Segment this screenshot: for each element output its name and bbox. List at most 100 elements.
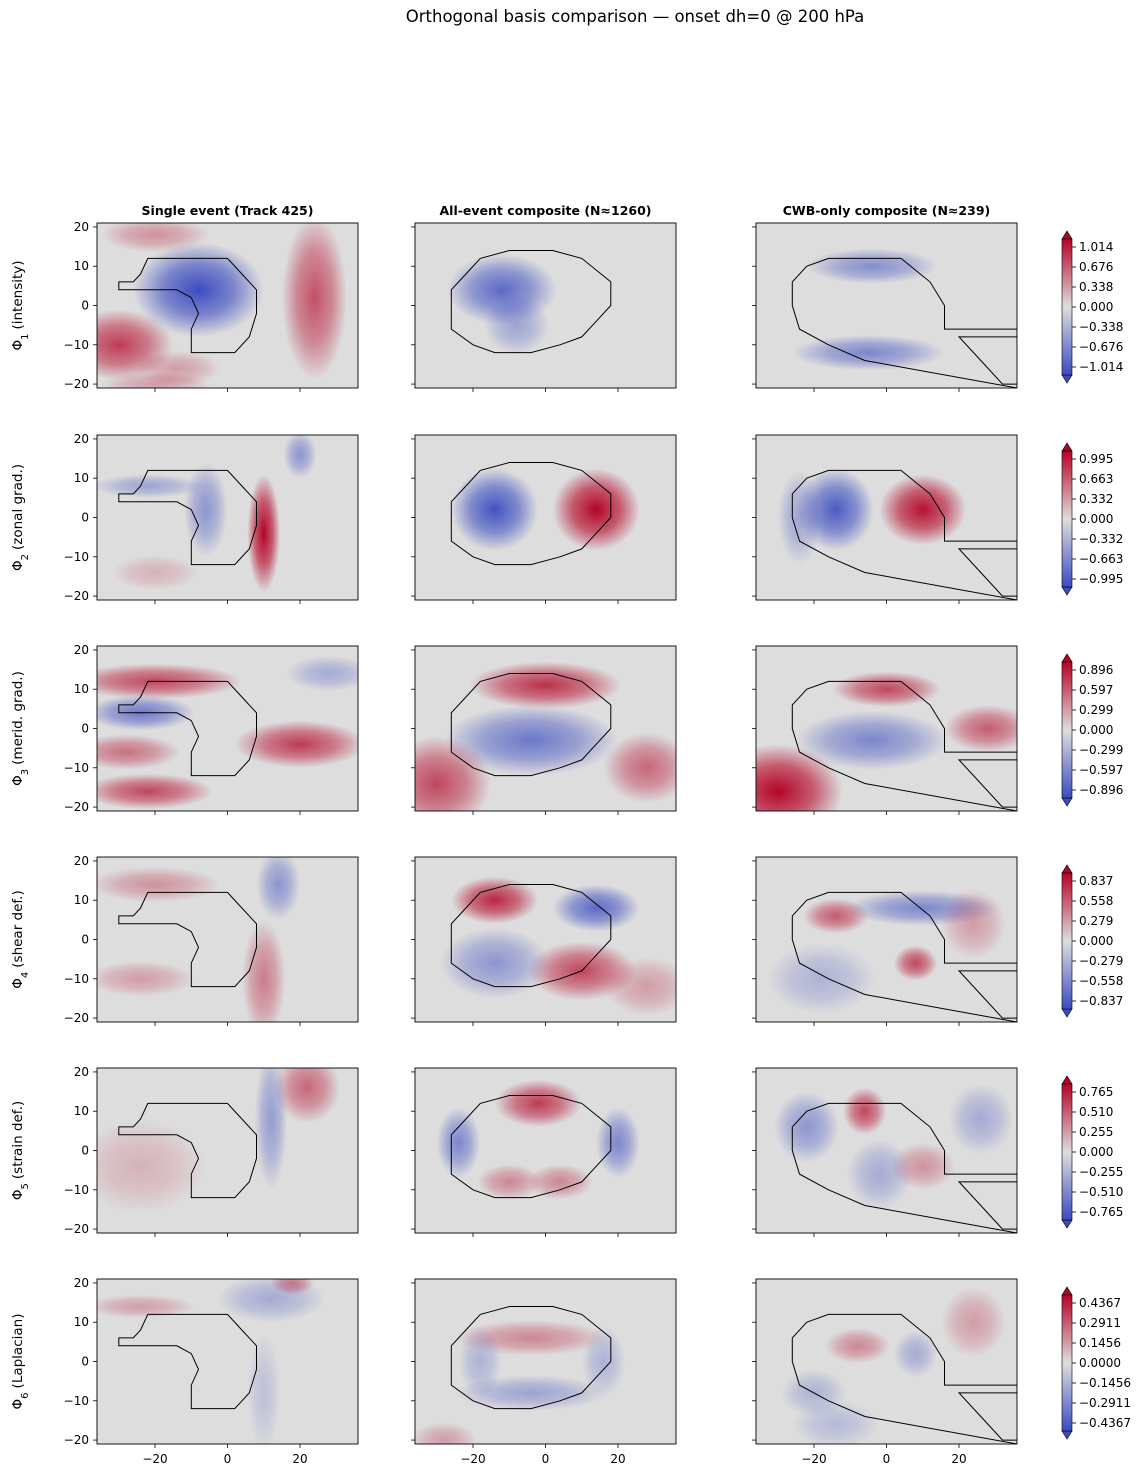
colorbar-tick-label: 0.000 bbox=[1079, 512, 1113, 526]
y-tick-label: −20 bbox=[64, 1222, 89, 1236]
field-feature bbox=[483, 295, 550, 355]
region-contour bbox=[450, 250, 612, 354]
y-tick-label: −20 bbox=[64, 1011, 89, 1025]
row-label-name: (zonal grad.) bbox=[10, 464, 26, 550]
y-tick-label: −20 bbox=[64, 589, 89, 603]
colorbar-tick-label: 0.4367 bbox=[1079, 1296, 1121, 1310]
panel-field bbox=[436, 1079, 640, 1200]
row-label-subscript: 1 bbox=[20, 334, 31, 340]
region-contour bbox=[450, 462, 612, 566]
colorbar-extend-top bbox=[1061, 442, 1073, 452]
panel-r2-c1: 20 10 0 −10 −20 bbox=[64, 432, 359, 604]
y-tick-label: 10 bbox=[74, 471, 89, 485]
colorbar-extend-top bbox=[1061, 653, 1073, 663]
panel-r1-c3 bbox=[752, 222, 1018, 392]
panel-r2-c3 bbox=[752, 434, 1018, 604]
y-tick-label: 10 bbox=[74, 259, 89, 273]
field-feature bbox=[247, 1334, 281, 1444]
field-feature bbox=[100, 223, 210, 253]
field-feature bbox=[271, 1279, 315, 1295]
field-feature bbox=[256, 857, 300, 920]
region-contour bbox=[118, 469, 257, 566]
colorbar-tick-label: 0.255 bbox=[1079, 1125, 1113, 1139]
field-feature bbox=[756, 744, 843, 811]
colorbar-extend-top bbox=[1061, 864, 1073, 874]
field-feature bbox=[603, 732, 676, 804]
field-feature bbox=[832, 671, 941, 707]
colorbar-tick-label: −0.837 bbox=[1079, 994, 1123, 1008]
colorbar-tick-label: 0.332 bbox=[1079, 492, 1113, 506]
field-feature bbox=[444, 704, 618, 776]
field-feature bbox=[824, 1328, 891, 1364]
row-label-6: Φ6 (Laplacian) bbox=[10, 1314, 31, 1410]
row-label-name: (shear def.) bbox=[10, 890, 26, 967]
colorbar-extend-bottom bbox=[1061, 1430, 1073, 1440]
field-feature bbox=[527, 1164, 593, 1200]
x-tick-label: 0 bbox=[883, 1452, 891, 1466]
colorbar-tick-label: −0.510 bbox=[1079, 1185, 1123, 1199]
row-label-symbol: Φ bbox=[10, 560, 26, 571]
colorbar-tick-label: −0.597 bbox=[1079, 763, 1123, 777]
colorbar-tick-label: 0.299 bbox=[1079, 703, 1113, 717]
field-feature bbox=[254, 1068, 288, 1190]
colorbar-tick-label: 0.995 bbox=[1079, 452, 1113, 466]
y-tick-label: 0 bbox=[81, 511, 89, 525]
panel-field bbox=[791, 248, 1017, 388]
field-feature bbox=[846, 1138, 912, 1210]
region-contour bbox=[791, 891, 1017, 1022]
region-contour bbox=[791, 257, 1017, 388]
colorbar-extend-top bbox=[1061, 1075, 1073, 1085]
colorbar-tick-label: −0.676 bbox=[1079, 340, 1123, 354]
y-tick-label: 10 bbox=[74, 1104, 89, 1118]
colorbar-extend-bottom bbox=[1061, 1219, 1073, 1229]
x-tick-label: 20 bbox=[610, 1452, 625, 1466]
field-feature bbox=[940, 888, 1007, 960]
panel-r6-c2: −20 0 20 bbox=[411, 1278, 677, 1466]
panel-field bbox=[97, 435, 317, 593]
row-label-2: Φ2 (zonal grad.) bbox=[10, 464, 31, 571]
column-title-3: CWB-only composite (N≈239) bbox=[783, 203, 991, 218]
y-tick-label: 10 bbox=[74, 893, 89, 907]
field-feature bbox=[274, 1068, 340, 1123]
region-contour bbox=[450, 673, 612, 777]
colorbar-tick-label: −0.279 bbox=[1079, 954, 1123, 968]
field-feature bbox=[415, 1422, 477, 1444]
colorbar-tick-label: 0.896 bbox=[1079, 663, 1113, 677]
panel-r4-c3 bbox=[752, 856, 1018, 1026]
colorbar-extend-top bbox=[1061, 230, 1073, 240]
field-feature bbox=[440, 927, 550, 999]
colorbar-tick-label: 0.510 bbox=[1079, 1105, 1113, 1119]
panel-field bbox=[781, 1286, 1017, 1444]
colorbar-gradient bbox=[1061, 872, 1073, 1010]
colorbar-tick-label: 1.014 bbox=[1079, 240, 1113, 254]
y-tick-label: −10 bbox=[64, 338, 89, 352]
field-feature bbox=[581, 1326, 626, 1397]
field-feature bbox=[97, 961, 195, 997]
y-tick-label: 20 bbox=[74, 220, 89, 234]
y-tick-label: −20 bbox=[64, 377, 89, 391]
panel-r3-c1: 20 10 0 −10 −20 bbox=[64, 643, 359, 815]
field-feature bbox=[879, 474, 967, 545]
colorbar-tick-label: 0.000 bbox=[1079, 1145, 1113, 1159]
row-label-subscript: 2 bbox=[20, 554, 31, 560]
x-tick-label: 20 bbox=[951, 1452, 966, 1466]
panel-r4-c2 bbox=[411, 856, 677, 1026]
field-feature bbox=[795, 710, 949, 770]
x-tick-label: −20 bbox=[460, 1452, 485, 1466]
colorbar-tick-label: −0.896 bbox=[1079, 783, 1123, 797]
panel-field bbox=[440, 876, 676, 1017]
field-feature bbox=[247, 474, 281, 593]
panel-field bbox=[756, 671, 1017, 811]
field-feature bbox=[285, 655, 358, 692]
colorbar-gradient bbox=[1061, 661, 1073, 799]
x-tick-label: 0 bbox=[224, 1452, 232, 1466]
colorbar-gradient bbox=[1061, 1294, 1073, 1432]
colorbar-3: 0.896 0.597 0.299 0.000 −0.299 −0.597 −0.896 bbox=[1061, 653, 1123, 807]
region-contour bbox=[791, 469, 1017, 600]
y-tick-label: 10 bbox=[74, 682, 89, 696]
colorbar-tick-label: 0.676 bbox=[1079, 260, 1113, 274]
y-tick-label: 0 bbox=[81, 933, 89, 947]
row-label-symbol: Φ bbox=[10, 1189, 26, 1200]
column-title-1: Single event (Track 425) bbox=[142, 203, 314, 218]
row-label-subscript: 3 bbox=[20, 769, 31, 775]
